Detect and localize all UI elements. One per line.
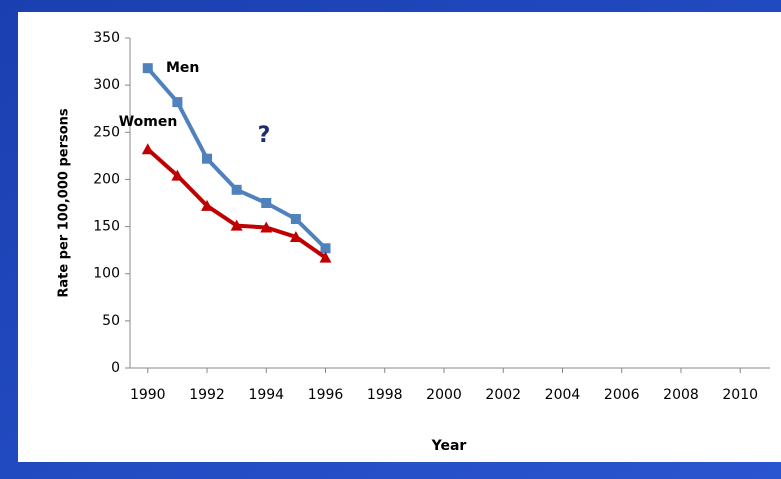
marker bbox=[142, 63, 153, 74]
x-tick-label: 2008 bbox=[663, 387, 699, 403]
x-tick-label: 1996 bbox=[308, 387, 344, 403]
y-tick-label: 300 bbox=[93, 77, 120, 93]
marker bbox=[172, 97, 183, 108]
x-tick-label: 1994 bbox=[248, 387, 284, 403]
y-tick-label: 100 bbox=[93, 266, 120, 282]
y-tick-label: 200 bbox=[93, 171, 120, 187]
y-tick-label: 50 bbox=[102, 313, 120, 329]
x-tick-label: 2000 bbox=[426, 387, 462, 403]
marker bbox=[202, 153, 213, 164]
y-tick-label: 250 bbox=[93, 124, 120, 140]
x-tick-label: 1992 bbox=[189, 387, 225, 403]
marker bbox=[319, 251, 332, 263]
marker bbox=[289, 230, 302, 242]
x-tick-label: 2010 bbox=[722, 387, 758, 403]
plot-background bbox=[18, 12, 781, 462]
marker bbox=[171, 169, 184, 181]
x-tick-label: 2002 bbox=[485, 387, 521, 403]
marker bbox=[260, 221, 273, 233]
x-tick-label: 1998 bbox=[367, 387, 403, 403]
marker bbox=[231, 184, 242, 195]
series-label: Women bbox=[119, 114, 178, 130]
x-tick-label: 2004 bbox=[545, 387, 581, 403]
marker bbox=[320, 243, 331, 254]
marker bbox=[230, 219, 243, 231]
y-tick-label: 150 bbox=[93, 219, 120, 235]
x-tick-label: 2006 bbox=[604, 387, 640, 403]
annotation: ? bbox=[258, 123, 271, 148]
y-axis-label: Rate per 100,000 persons bbox=[57, 108, 72, 298]
marker bbox=[290, 214, 301, 225]
marker bbox=[141, 143, 154, 155]
y-tick-label: 350 bbox=[93, 30, 120, 46]
marker bbox=[201, 199, 214, 211]
x-axis-label: Year bbox=[431, 438, 467, 454]
marker bbox=[261, 198, 272, 208]
series-label: Men bbox=[166, 60, 199, 76]
x-tick-label: 1990 bbox=[130, 387, 166, 403]
y-tick-label: 0 bbox=[111, 360, 120, 376]
